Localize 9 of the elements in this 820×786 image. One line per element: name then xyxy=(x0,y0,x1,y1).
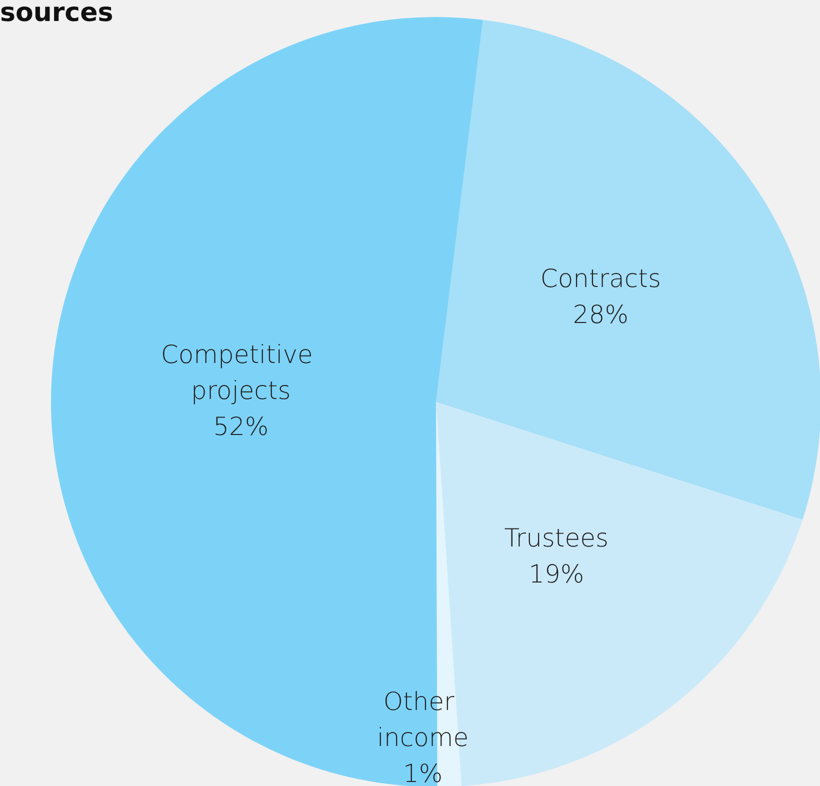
chart-title: sources xyxy=(0,0,114,28)
slice-label: Other income xyxy=(377,686,469,752)
slice-label: Contracts xyxy=(540,264,661,294)
slice-label: Competitive projects xyxy=(160,340,321,405)
data-label: 28% xyxy=(572,300,628,330)
data-label: 19% xyxy=(528,560,584,589)
data-label: 1% xyxy=(402,758,443,786)
data-label: 52% xyxy=(213,412,269,441)
slice-label: Trustees xyxy=(504,524,609,553)
